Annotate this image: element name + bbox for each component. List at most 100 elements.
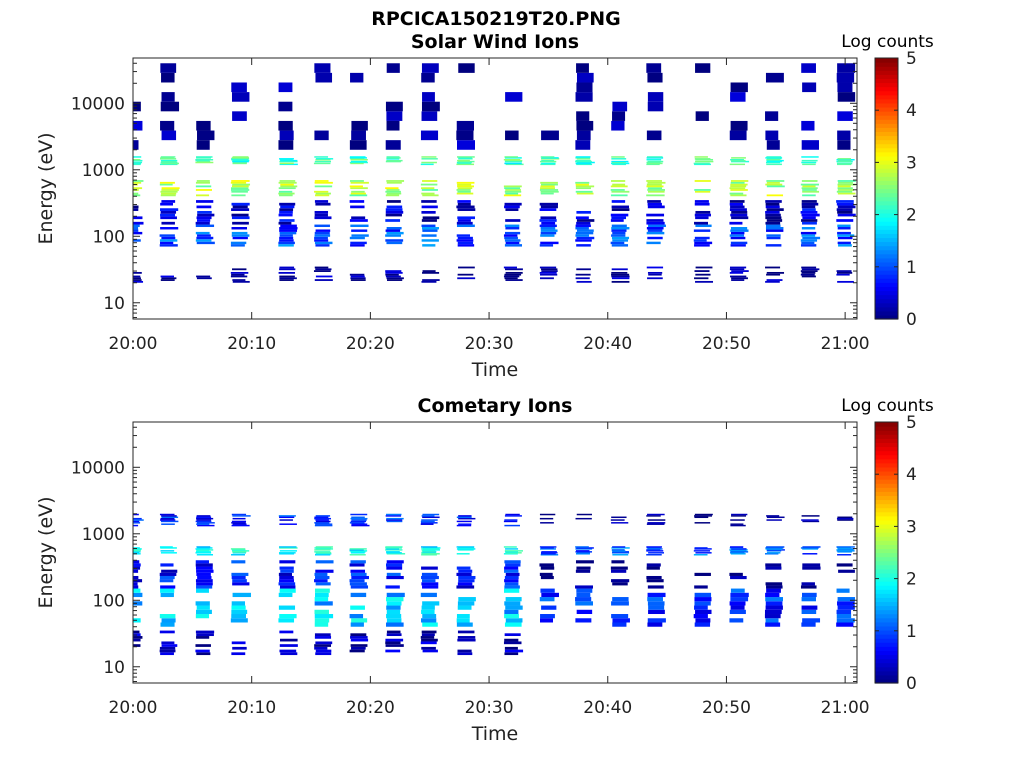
spectrogram-cell [133, 159, 143, 162]
spectrogram-cell [610, 189, 625, 191]
plot-frame [132, 57, 858, 320]
spectrogram-cell [196, 140, 210, 150]
spectrogram-cell [159, 614, 176, 619]
colorbar-segment [875, 188, 898, 194]
spectrogram-cell [422, 601, 440, 606]
spectrogram-cell [539, 572, 553, 576]
spectrogram-cell [351, 516, 365, 519]
spectrogram-cell [837, 205, 856, 209]
spectrogram-cell [133, 208, 139, 211]
spectrogram-cell [350, 585, 369, 589]
spectrogram-cell [730, 231, 745, 235]
spectrogram-cell [576, 63, 589, 73]
spectrogram-cell [160, 279, 175, 281]
spectrogram-cell [230, 275, 248, 278]
spectrogram-cell [133, 549, 141, 551]
spectrogram-cell [315, 275, 333, 278]
spectrogram-cell [540, 163, 556, 166]
spectrogram-cell [349, 161, 368, 164]
spectrogram-cell [457, 638, 476, 642]
spectrogram-cell [314, 63, 331, 73]
spectrogram-cell [540, 575, 554, 580]
colorbar-segment [875, 274, 898, 279]
spectrogram-cell [611, 236, 630, 240]
spectrogram-cell [351, 524, 370, 527]
spectrogram-cell [421, 156, 437, 158]
spectrogram-cell [133, 579, 143, 583]
spectrogram-cell [801, 213, 820, 217]
spectrogram-cell [503, 158, 521, 161]
colorbar-segment [875, 294, 898, 300]
spectrogram-cell [133, 221, 144, 225]
spectrogram-cell [133, 180, 144, 182]
spectrogram-cell [160, 519, 176, 521]
spectrogram-cell [575, 159, 591, 162]
spectrogram-cell [729, 549, 748, 551]
spectrogram-cell [456, 524, 472, 527]
spectrogram-cell [802, 190, 820, 193]
spectrogram-cell [232, 279, 246, 281]
colorbar-segment [875, 662, 898, 668]
spectrogram-cell [231, 180, 250, 182]
spectrogram-cell [133, 162, 141, 165]
spectrogram-cell [133, 205, 139, 209]
spectrogram-cell [611, 579, 630, 583]
spectrogram-cell [196, 120, 211, 131]
spectrogram-cell [504, 519, 518, 521]
spectrogram-cell [646, 549, 661, 551]
spectrogram-cell [232, 236, 248, 240]
x-tick-label: 20:30 [465, 334, 514, 354]
spectrogram-cell [612, 546, 626, 548]
spectrogram-cell [837, 236, 853, 240]
spectrogram-cell [541, 130, 559, 141]
spectrogram-cell [505, 159, 523, 162]
spectrogram-cell [576, 161, 595, 164]
spectrogram-cell [458, 547, 474, 549]
spectrogram-cell [385, 644, 404, 647]
spectrogram-cell [133, 630, 140, 634]
spectrogram-cell [540, 554, 559, 556]
spectrogram-cell [837, 189, 854, 191]
spectrogram-cell [386, 633, 402, 637]
spectrogram-cell [195, 224, 215, 228]
spectrogram-cell [385, 649, 401, 653]
spectrogram-cell [800, 210, 818, 214]
spectrogram-cell [694, 601, 711, 606]
spectrogram-cell [422, 579, 436, 583]
spectrogram-cell [611, 275, 630, 278]
spectrogram-cell [540, 229, 558, 232]
spectrogram-cell [385, 219, 401, 222]
spectrogram-cell [280, 224, 297, 228]
spectrogram-cell [801, 605, 818, 610]
spectrogram-cell [420, 546, 438, 548]
spectrogram-cell [421, 646, 436, 650]
spectrogram-cell [801, 205, 816, 209]
spectrogram-cell [801, 241, 815, 245]
spectrogram-cell [159, 575, 175, 580]
colorbar-segment [875, 438, 898, 443]
spectrogram-cell [421, 553, 440, 555]
spectrogram-cell [195, 181, 210, 184]
colorbar-segment [875, 552, 898, 558]
spectrogram-cell [505, 548, 519, 550]
spectrogram-cell [350, 552, 365, 554]
spectrogram-cell [647, 202, 662, 206]
spectrogram-cell [161, 516, 179, 519]
spectrogram-cell [159, 163, 178, 166]
spectrogram-cell [647, 156, 663, 158]
spectrogram-cell [837, 158, 852, 160]
spectrogram-cell [133, 519, 144, 521]
spectrogram-cell [313, 270, 331, 272]
spectrogram-cell [611, 277, 630, 280]
spectrogram-cell [350, 644, 368, 647]
spectrogram-cell [315, 523, 333, 525]
spectrogram-cell [161, 618, 176, 623]
spectrogram-cell [647, 72, 663, 83]
spectrogram-cell [196, 516, 212, 519]
y-axis-label: Energy (eV) [35, 132, 57, 244]
spectrogram-cell [504, 550, 524, 552]
spectrogram-cell [350, 592, 367, 598]
spectrogram-cell [351, 229, 368, 232]
spectrogram-cell [195, 614, 210, 619]
spectrogram-cell [731, 216, 749, 220]
